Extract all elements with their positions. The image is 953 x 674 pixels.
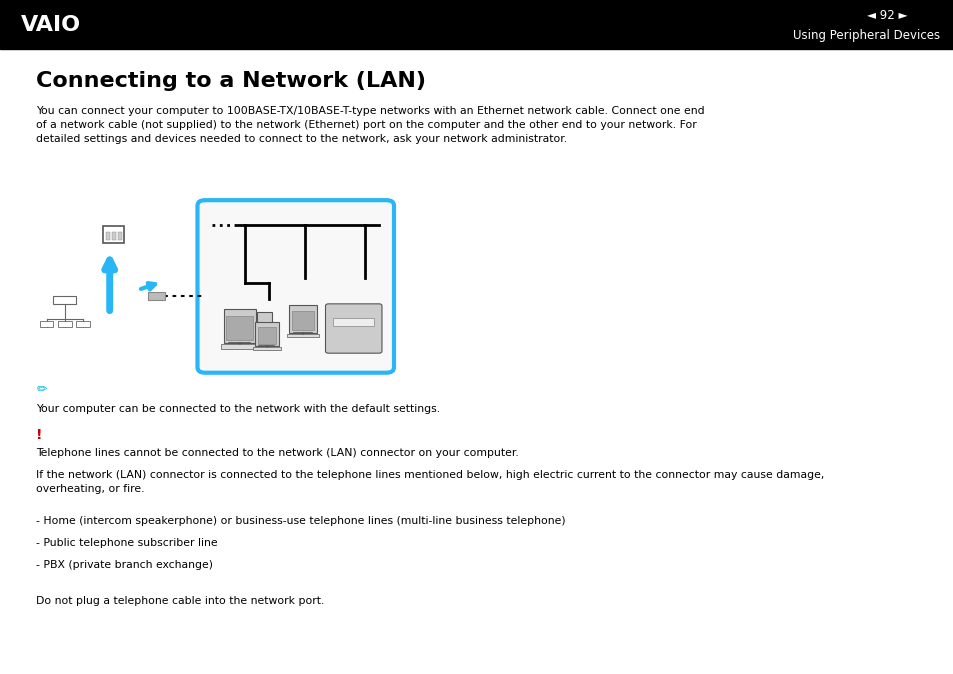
Bar: [223, 309, 255, 343]
Bar: [292, 311, 314, 330]
Text: If the network (LAN) connector is connected to the telephone lines mentioned bel: If the network (LAN) connector is connec…: [36, 470, 823, 494]
Bar: [148, 292, 165, 300]
Bar: [112, 233, 115, 240]
Bar: [287, 334, 318, 338]
Bar: [103, 226, 124, 243]
Bar: [334, 318, 374, 326]
Text: ◄ 92 ►: ◄ 92 ►: [866, 9, 906, 22]
FancyBboxPatch shape: [325, 304, 381, 353]
Text: Connecting to a Network (LAN): Connecting to a Network (LAN): [36, 71, 426, 91]
Text: Using Peripheral Devices: Using Peripheral Devices: [792, 29, 939, 42]
Bar: [76, 321, 90, 328]
Bar: [58, 321, 71, 328]
Text: VAIO: VAIO: [21, 15, 81, 34]
Text: - Home (intercom speakerphone) or business-use telephone lines (multi-line busin: - Home (intercom speakerphone) or busine…: [36, 516, 565, 526]
Bar: [53, 296, 76, 304]
Bar: [289, 305, 316, 332]
Text: Your computer can be connected to the network with the default settings.: Your computer can be connected to the ne…: [36, 404, 440, 415]
Text: - Public telephone subscriber line: - Public telephone subscriber line: [36, 538, 217, 548]
Bar: [220, 344, 258, 349]
Text: !: !: [36, 428, 43, 442]
Bar: [40, 321, 53, 328]
FancyBboxPatch shape: [197, 200, 394, 373]
Text: - PBX (private branch exchange): - PBX (private branch exchange): [36, 560, 213, 570]
Text: Telephone lines cannot be connected to the network (LAN) connector on your compu: Telephone lines cannot be connected to t…: [36, 448, 518, 458]
Bar: [0, 0, 953, 49]
Bar: [254, 322, 278, 346]
Bar: [226, 317, 253, 340]
Text: Do not plug a telephone cable into the network port.: Do not plug a telephone cable into the n…: [36, 596, 324, 607]
Text: You can connect your computer to 100BASE-TX/10BASE-T-type networks with an Ether: You can connect your computer to 100BASE…: [36, 106, 704, 144]
Text: ✏: ✏: [36, 383, 47, 396]
Bar: [257, 313, 272, 346]
Bar: [257, 327, 275, 344]
Bar: [118, 233, 122, 240]
Bar: [253, 346, 280, 350]
Bar: [106, 233, 110, 240]
